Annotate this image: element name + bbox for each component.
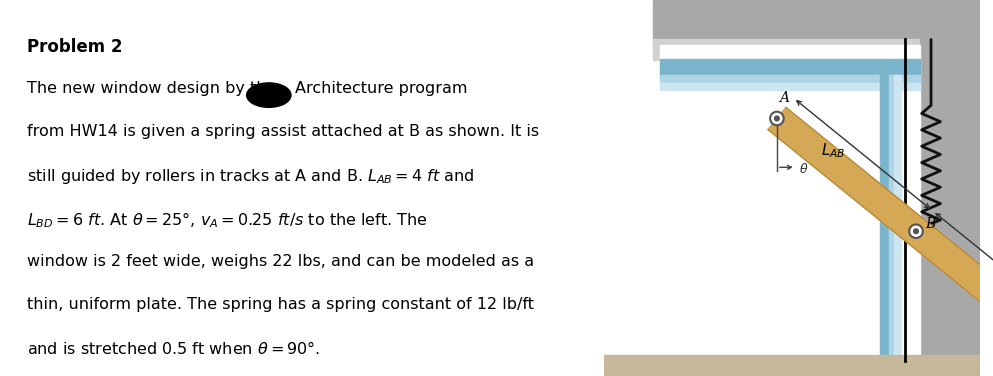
Text: and is stretched 0.5 ft when $\theta = 90°$.: and is stretched 0.5 ft when $\theta = 9… — [27, 340, 320, 357]
Text: The new window design by the: The new window design by the — [27, 81, 276, 96]
Polygon shape — [768, 107, 993, 376]
Bar — [660, 83, 920, 90]
Text: $L_{AB}$: $L_{AB}$ — [820, 141, 845, 160]
Bar — [652, 0, 942, 45]
Bar — [889, 75, 900, 361]
Bar — [894, 75, 901, 361]
Bar — [652, 39, 942, 60]
Bar — [660, 75, 920, 85]
Text: thin, uniform plate. The spring has a spring constant of 12 lb/ft: thin, uniform plate. The spring has a sp… — [27, 297, 533, 312]
Bar — [604, 355, 980, 376]
Circle shape — [775, 116, 780, 121]
Bar — [880, 75, 899, 361]
Text: window is 2 feet wide, weighs 22 lbs, and can be modeled as a: window is 2 feet wide, weighs 22 lbs, an… — [27, 254, 533, 269]
Text: A: A — [780, 91, 789, 105]
Bar — [660, 59, 920, 77]
Bar — [660, 45, 920, 361]
Bar — [920, 0, 980, 361]
Text: $L_{BD} = 6\ ft$. At $\theta = 25°$, $v_A = 0.25\ ft/s$ to the left. The: $L_{BD} = 6\ ft$. At $\theta = 25°$, $v_… — [27, 211, 427, 230]
Ellipse shape — [246, 83, 291, 108]
Circle shape — [914, 229, 919, 233]
Text: Problem 2: Problem 2 — [27, 38, 122, 56]
Text: $\theta$: $\theta$ — [799, 162, 809, 176]
Circle shape — [910, 224, 922, 238]
Text: B: B — [925, 217, 935, 232]
Text: from HW14 is given a spring assist attached at B as shown. It is: from HW14 is given a spring assist attac… — [27, 124, 539, 139]
Text: Architecture program: Architecture program — [296, 81, 468, 96]
Circle shape — [771, 112, 783, 125]
Text: still guided by rollers in tracks at A and B. $L_{AB} = 4\ ft$ and: still guided by rollers in tracks at A a… — [27, 167, 475, 186]
